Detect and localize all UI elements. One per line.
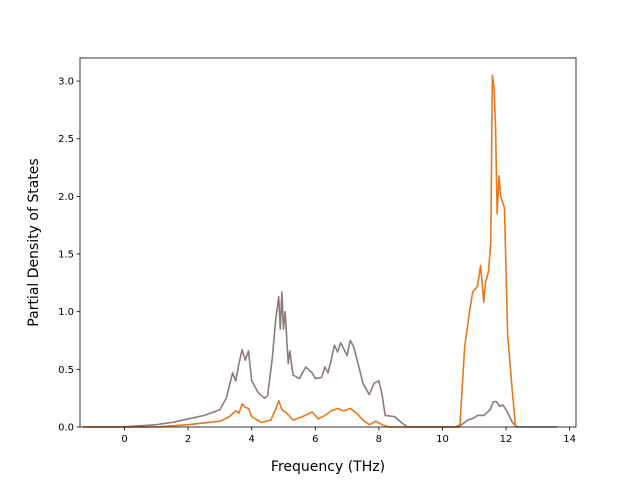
series-line-1 [83, 291, 557, 428]
x-tick-label: 14 [563, 434, 576, 445]
series-layer [83, 74, 557, 428]
y-tick-label: 1.0 [58, 307, 74, 318]
plot-area: 0 2 4 6 8 10 12 14 0.0 0.5 1.0 1.5 2.0 2.5 3.0 [58, 57, 577, 445]
y-axis-ticks: 0.0 0.5 1.0 1.5 2.0 2.5 3.0 [58, 77, 80, 434]
x-tick-label: 2 [185, 434, 191, 445]
x-tick-label: 10 [436, 434, 449, 445]
y-tick-label: 1.5 [58, 250, 74, 261]
y-tick-label: 0.0 [58, 423, 74, 434]
series-line-2 [83, 74, 517, 428]
y-tick-label: 2.0 [58, 192, 74, 203]
axes-frame [79, 57, 577, 428]
x-tick-label: 12 [500, 434, 513, 445]
x-axis-title: Frequency (THz) [271, 459, 385, 475]
x-tick-label: 6 [312, 434, 318, 445]
y-axis-title: Partial Density of States [26, 158, 42, 326]
y-tick-label: 0.5 [58, 365, 74, 376]
x-tick-label: 0 [121, 434, 127, 445]
x-axis-ticks: 0 2 4 6 8 10 12 14 [121, 427, 576, 445]
y-tick-label: 3.0 [58, 77, 74, 88]
x-tick-label: 4 [249, 434, 255, 445]
x-tick-label: 8 [376, 434, 382, 445]
y-tick-label: 2.5 [58, 134, 74, 145]
